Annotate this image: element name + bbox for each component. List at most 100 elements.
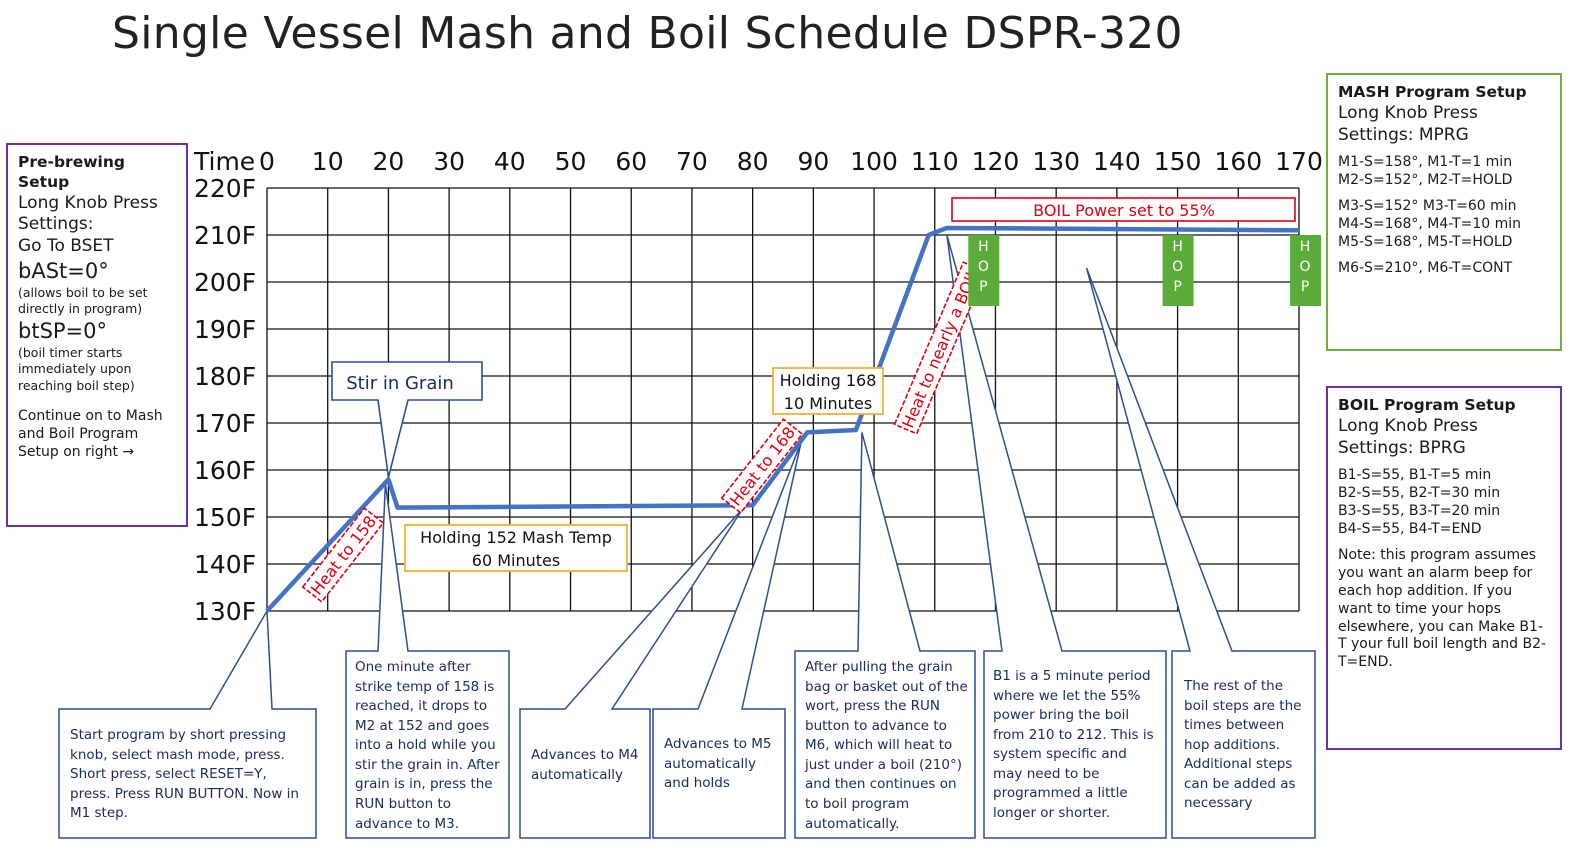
prebrew-line3: Go To BSET xyxy=(18,236,114,257)
prebrew-continue: Continue on to Mash and Boil Program Set… xyxy=(18,407,163,460)
y-tick-label: 180F xyxy=(194,362,256,391)
callout-pulling: After pulling the grain bag or basket ou… xyxy=(805,659,968,832)
prebrew-panel: Pre-brewing Setup Long Knob Press Settin… xyxy=(6,143,188,527)
y-tick-label: 130F xyxy=(194,597,256,626)
mash-step: M3-S=152° M3-T=60 min xyxy=(1338,198,1517,215)
callout-start: Start program by short pressing knob, se… xyxy=(70,727,299,822)
callout-box-pulling xyxy=(794,432,976,839)
x-tick-label: 10 xyxy=(312,147,344,176)
temperature-series xyxy=(265,225,1300,613)
boil-step: B3-S=55, B3-T=20 min xyxy=(1338,503,1501,520)
hop-letter: O xyxy=(1172,259,1183,275)
prebrew-bast-note: (allows boil to be set directly in progr… xyxy=(18,285,148,317)
x-tick-label: 50 xyxy=(555,147,587,176)
x-tick-label: 150 xyxy=(1154,147,1202,176)
mash-panel: MASH Program Setup Long Knob Press Setti… xyxy=(1326,73,1562,351)
chart-overlays: Stir in Grain Holding 152 Mash Temp 60 Min… xyxy=(301,197,1322,603)
hop-letter: P xyxy=(979,279,987,295)
holding-168-box xyxy=(772,367,884,415)
prebrew-bast: bASt=0° xyxy=(18,258,109,283)
boil-panel: BOIL Program Setup Long Knob Press Setti… xyxy=(1326,386,1562,750)
holding-152-box xyxy=(404,524,628,572)
mash-step: M1-S=158°, M1-T=1 min xyxy=(1338,154,1513,171)
x-tick-label: 100 xyxy=(850,147,898,176)
holding-152-line1: Holding 152 Mash Temp xyxy=(420,528,612,547)
callout-box-m4 xyxy=(519,507,745,839)
boil-power-box xyxy=(951,197,1296,222)
stir-callout-box xyxy=(331,361,483,478)
heat-to-168-label-group: Heat to 168 xyxy=(720,418,804,514)
hop-letter: P xyxy=(1173,279,1181,295)
callout-box-start xyxy=(58,608,317,839)
mash-line1: Long Knob Press xyxy=(1338,102,1478,123)
prebrew-btsp-note: (boil timer starts immediately upon reac… xyxy=(18,345,135,393)
holding-168-line1: Holding 168 xyxy=(780,371,877,390)
mash-title: MASH Program Setup xyxy=(1338,83,1527,101)
y-tick-label: 190F xyxy=(194,315,256,344)
x-tick-label: 110 xyxy=(911,147,959,176)
prebrew-btsp: btSP=0° xyxy=(18,318,108,343)
x-tick-label: 20 xyxy=(373,147,405,176)
hop-letter: O xyxy=(978,259,989,275)
y-tick-label: 200F xyxy=(194,268,256,297)
callout-box-m5 xyxy=(652,441,802,839)
callout-m5: Advances to M5 automatically and holds xyxy=(664,736,772,792)
page-title: Single Vessel Mash and Boil Schedule DSP… xyxy=(112,8,1183,59)
holding-168-line2: 10 Minutes xyxy=(784,394,872,413)
x-tick-label: 160 xyxy=(1214,147,1262,176)
prebrew-title: Pre-brewing Setup xyxy=(18,153,125,191)
callout-box-rest xyxy=(1085,267,1316,839)
boil-note: Note: this program assumes you want an a… xyxy=(1338,546,1547,671)
callout-b1: B1 is a 5 minute period where we let the… xyxy=(993,668,1154,821)
holding-152-line2: 60 Minutes xyxy=(472,551,560,570)
x-tick-label: 80 xyxy=(737,147,769,176)
y-tick-labels: 220F 210F 200F 190F 180F 170F 160F 150F 140F 130F xyxy=(194,174,256,626)
boil-power-label: BOIL Power set to 55% xyxy=(1033,201,1215,220)
x-tick-label: 90 xyxy=(797,147,829,176)
y-tick-label: 160F xyxy=(194,456,256,485)
mash-step: M6-S=210°, M6-T=CONT xyxy=(1338,259,1513,276)
x-tick-label: 120 xyxy=(972,147,1020,176)
hop-letter: O xyxy=(1300,259,1311,275)
stir-label: Stir in Grain xyxy=(346,373,454,394)
mash-step: M5-S=168°, M5-T=HOLD xyxy=(1338,233,1513,250)
boil-step: B1-S=55, B1-T=5 min xyxy=(1338,467,1492,484)
hop-marker xyxy=(968,235,1000,306)
x-tick-label: 140 xyxy=(1093,147,1141,176)
callout-box-b1 xyxy=(946,234,1167,839)
heat-to-158-label-group: Heat to 158 xyxy=(301,507,385,603)
hop-letter: H xyxy=(1300,239,1311,255)
mash-line2: Settings: MPRG xyxy=(1338,124,1469,145)
x-tick-label: 130 xyxy=(1032,147,1080,176)
x-axis-label: Time xyxy=(193,147,255,176)
callout-box-one-minute xyxy=(345,483,510,839)
heat-to-158-label-box xyxy=(301,507,385,603)
boil-step: B4-S=55, B4-T=END xyxy=(1338,521,1482,538)
prebrew-line1: Long Knob Press xyxy=(18,192,158,213)
boil-line1: Long Knob Press xyxy=(1338,415,1478,436)
x-tick-label: 60 xyxy=(615,147,647,176)
x-tick-label: 170 xyxy=(1275,147,1323,176)
callout-shapes xyxy=(58,234,1316,839)
callout-m4: Advances to M4 automatically xyxy=(531,747,639,783)
callout-rest: The rest of the boil steps are the times… xyxy=(1184,678,1302,812)
boil-step: B2-S=55, B2-T=30 min xyxy=(1338,485,1501,502)
hop-letter: P xyxy=(1301,279,1309,295)
x-tick-label: 70 xyxy=(676,147,708,176)
hop-letter: H xyxy=(978,239,989,255)
y-tick-label: 210F xyxy=(194,221,256,250)
y-tick-label: 140F xyxy=(194,550,256,579)
hop-marker xyxy=(1290,235,1322,306)
hop-marker xyxy=(1162,235,1194,306)
mash-step: M4-S=168°, M4-T=10 min xyxy=(1338,216,1521,233)
x-tick-labels: Time 0 10 20 30 40 50 60 70 80 90 100 110 120 130 140 15… xyxy=(193,147,1323,176)
series-line xyxy=(265,225,1300,613)
boil-title: BOIL Program Setup xyxy=(1338,396,1516,414)
hop-letter: H xyxy=(1172,239,1183,255)
heat-to-boil-label-box xyxy=(893,261,987,435)
y-tick-label: 170F xyxy=(194,409,256,438)
mash-step: M2-S=152°, M2-T=HOLD xyxy=(1338,172,1513,189)
x-tick-label: 40 xyxy=(494,147,526,176)
x-tick-label: 0 xyxy=(259,147,275,176)
